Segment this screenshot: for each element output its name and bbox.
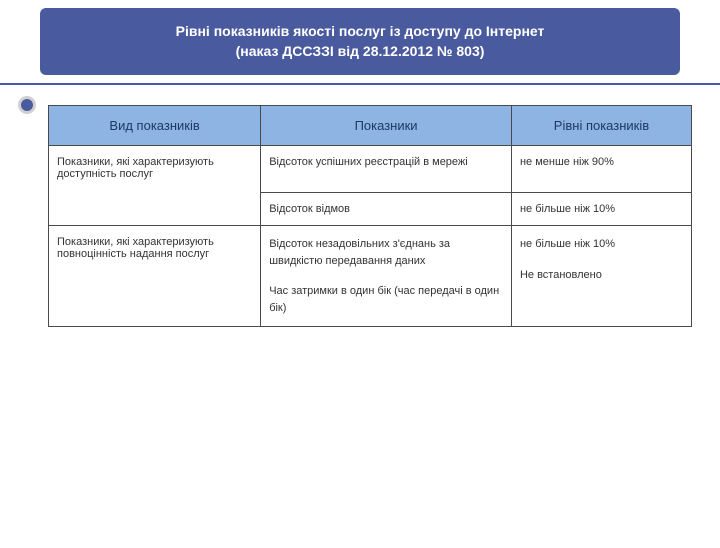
indicators-table: Вид показників Показники Рівні показникі…: [48, 105, 692, 327]
cell-level-2a: не більше ніж 10%: [520, 238, 615, 250]
slide-title-banner: Рівні показників якості послуг із доступ…: [40, 8, 680, 75]
title-line-2: (наказ ДССЗЗІ від 28.12.2012 № 803): [80, 42, 640, 62]
cell-indicator-1a: Відсоток успішних реєстрацій в мережі: [261, 146, 512, 193]
col-header-indicators: Показники: [261, 106, 512, 146]
table-row: Показники, які характеризують доступніст…: [49, 146, 692, 193]
cell-level-1a: не менше ніж 90%: [511, 146, 691, 193]
col-header-type: Вид показників: [49, 106, 261, 146]
cell-indicator-2a: Відсоток незадовільних з'єднань за швидк…: [269, 238, 450, 267]
cell-category-1: Показники, які характеризують доступніст…: [49, 146, 261, 226]
table-header-row: Вид показників Показники Рівні показникі…: [49, 106, 692, 146]
cell-category-2: Показники, які характеризують повноцінні…: [49, 226, 261, 327]
cell-indicator-2: Відсоток незадовільних з'єднань за швидк…: [261, 226, 512, 327]
table-row: Показники, які характеризують повноцінні…: [49, 226, 692, 327]
cell-level-2b: Не встановлено: [520, 267, 683, 284]
cell-indicator-2b: Час затримки в один бік (час передачі в …: [269, 283, 503, 316]
decorative-bullet: [18, 96, 36, 114]
title-line-1: Рівні показників якості послуг із доступ…: [80, 22, 640, 42]
cell-level-2: не більше ніж 10% Не встановлено: [511, 226, 691, 327]
cell-indicator-1b: Відсоток відмов: [261, 193, 512, 226]
col-header-levels: Рівні показників: [511, 106, 691, 146]
content-area: Вид показників Показники Рівні показникі…: [0, 85, 720, 327]
cell-level-1b: не більше ніж 10%: [511, 193, 691, 226]
